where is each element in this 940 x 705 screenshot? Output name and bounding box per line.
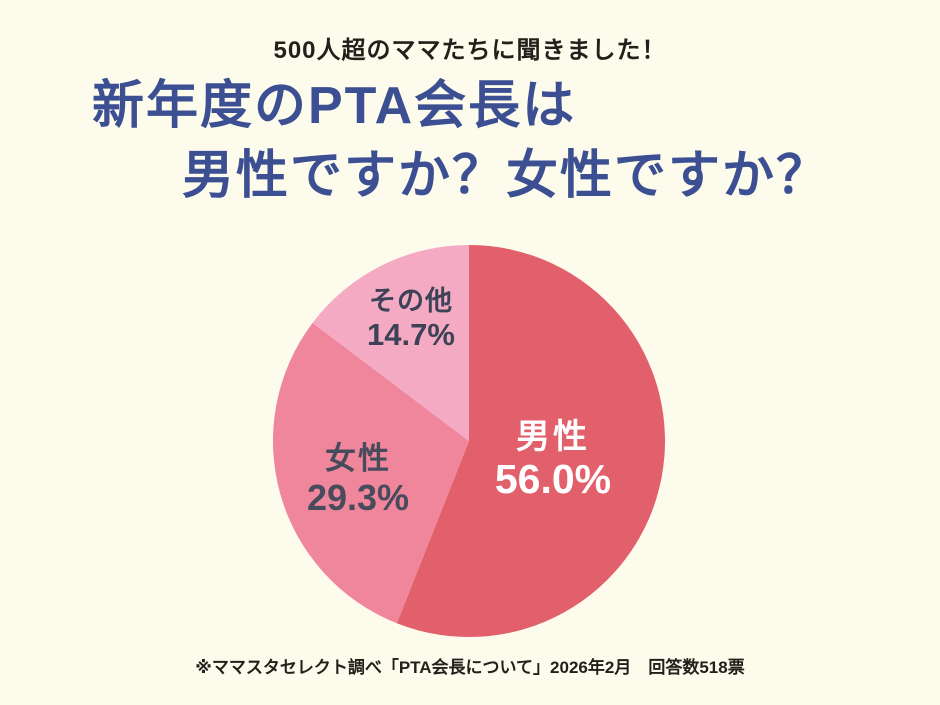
survey-subtitle: 500人超のママたちに聞きました！ [273, 37, 667, 64]
page-title: 新年度のPTA会長は 男性ですか？女性ですか？ [92, 80, 830, 202]
pie-slice-female [272, 322, 469, 624]
pie-slice-other [312, 244, 469, 441]
title-line-1: 新年度のPTA会長は [92, 77, 577, 135]
pie-slice-male [396, 244, 666, 638]
title-line-2: 男性ですか？女性ですか？ [182, 147, 831, 205]
source-note: ※ママスタセレクト調べ「PTA会長について」2026年2月 回答数518票 [195, 658, 745, 677]
pie-chart-svg [272, 244, 666, 638]
